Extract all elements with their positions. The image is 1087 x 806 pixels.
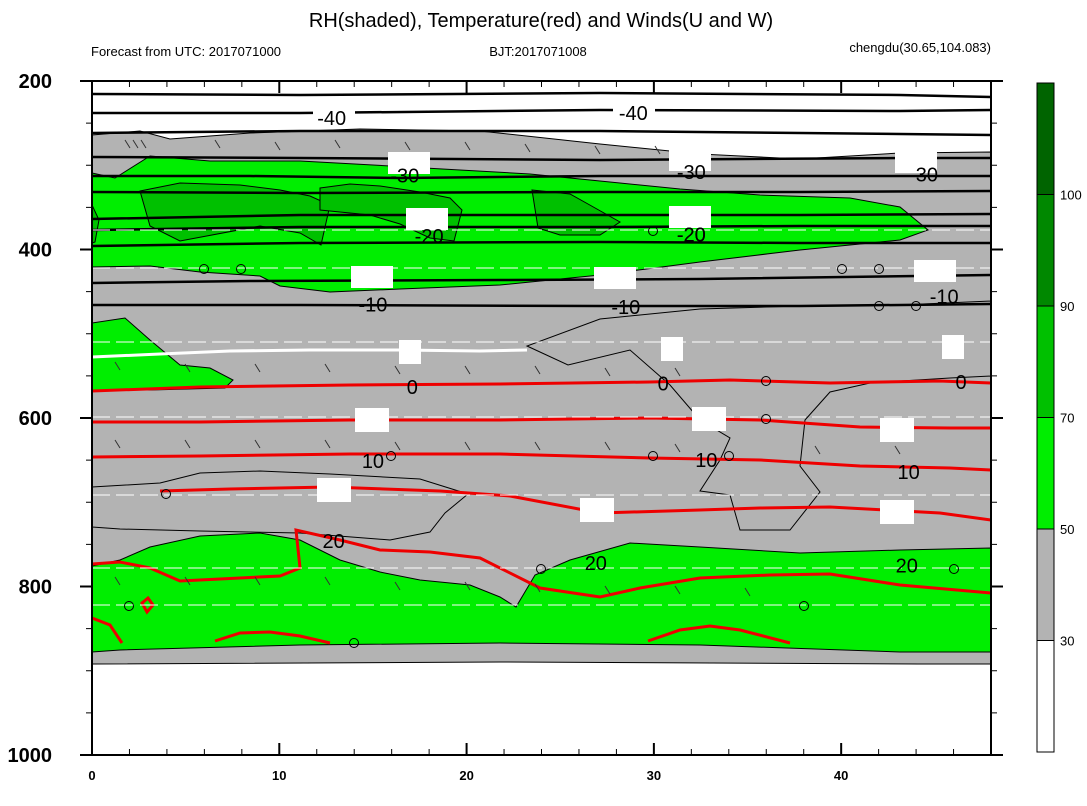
- temperature-contour-labels: -40 -40-30 -30 -30-20 -20-20-10 -10 -100 0 010 10…: [317, 103, 966, 577]
- temperature-contour-label: 10: [897, 462, 919, 484]
- x-tick-label: 30: [647, 768, 661, 783]
- temperature-contour-label: 10: [695, 450, 717, 472]
- colorbar-label: 100: [1060, 188, 1082, 203]
- plot-area: [92, 81, 991, 755]
- colorbar-label: 70: [1060, 411, 1074, 426]
- temperature-contour-label: -40: [619, 103, 648, 125]
- y-tick-label: 1000: [8, 745, 53, 767]
- temperature-contour-label: -20: [677, 224, 706, 246]
- temperature-contour-label: -30: [390, 165, 419, 187]
- temperature-contour-label: 20: [322, 531, 344, 553]
- x-tick-label: 20: [459, 768, 473, 783]
- colorbar-swatch: [1036, 640, 1055, 753]
- location-subtitle: chengdu(30.65,104.083): [849, 40, 991, 55]
- colorbar-swatch: [1036, 305, 1055, 418]
- calm-wind-circles: [124, 226, 959, 648]
- chart-title: RH(shaded), Temperature(red) and Winds(U…: [309, 10, 773, 32]
- rh-green-band-lower: [92, 532, 991, 653]
- bjt-subtitle: BJT:2017071008: [489, 44, 587, 59]
- pressure-dashed-lines: [92, 117, 991, 606]
- temperature-contour-label: -10: [930, 287, 959, 309]
- wind-barbs: [114, 139, 901, 597]
- colorbar-swatch: [1036, 194, 1055, 307]
- colorbar-swatch: [1036, 528, 1055, 641]
- temperature-contour-label: -30: [677, 162, 706, 184]
- x-tick-label: 40: [834, 768, 848, 783]
- temperature-contours-black: [92, 91, 991, 308]
- rh-dark-green-patch-4: [92, 204, 100, 244]
- x-tick-label: 0: [88, 768, 95, 783]
- y-tick-labels: 200 400 600 800 1000: [8, 71, 53, 767]
- temperature-contour-label: -40: [317, 108, 346, 130]
- rh-green-band-upper: [92, 155, 929, 293]
- temperature-zero-contour: [92, 348, 528, 359]
- y-tick-label: 800: [19, 577, 52, 599]
- rh-dark-green-patch-3: [531, 189, 621, 236]
- contour-label-boxes: [313, 97, 964, 524]
- y-tick-label: 400: [19, 240, 52, 262]
- temperature-contour-label: -10: [358, 294, 387, 316]
- y-tick-label: 600: [19, 408, 52, 430]
- colorbar-swatch: [1036, 82, 1055, 195]
- temperature-contour-label: -30: [909, 165, 938, 187]
- temperature-contour-label: -10: [611, 297, 640, 319]
- temperature-contour-label: 0: [407, 377, 418, 399]
- temperature-contour-label: 0: [658, 373, 669, 395]
- colorbar-label: 50: [1060, 522, 1074, 537]
- forecast-subtitle: Forecast from UTC: 2017071000: [91, 44, 281, 59]
- colorbar-label: 30: [1060, 634, 1074, 649]
- temperature-contour-label: 20: [585, 553, 607, 575]
- y-tick-label: 200: [19, 71, 52, 93]
- rh-colorbar: 30 50 70 90 100: [1036, 82, 1082, 753]
- temperature-contour-label: -20: [677, 224, 706, 246]
- temperature-contour-label: 10: [362, 451, 384, 473]
- temperature-contour-label: 20: [896, 555, 918, 577]
- colorbar-swatch: [1036, 417, 1055, 530]
- axis-ticks: [80, 80, 1003, 756]
- x-tick-label: 10: [272, 768, 286, 783]
- colorbar-label: 90: [1060, 299, 1074, 314]
- temperature-contour-label: -20: [415, 226, 444, 248]
- temperature-contour-label: 0: [955, 372, 966, 394]
- x-tick-labels: 0 10 20 30 40: [88, 768, 848, 783]
